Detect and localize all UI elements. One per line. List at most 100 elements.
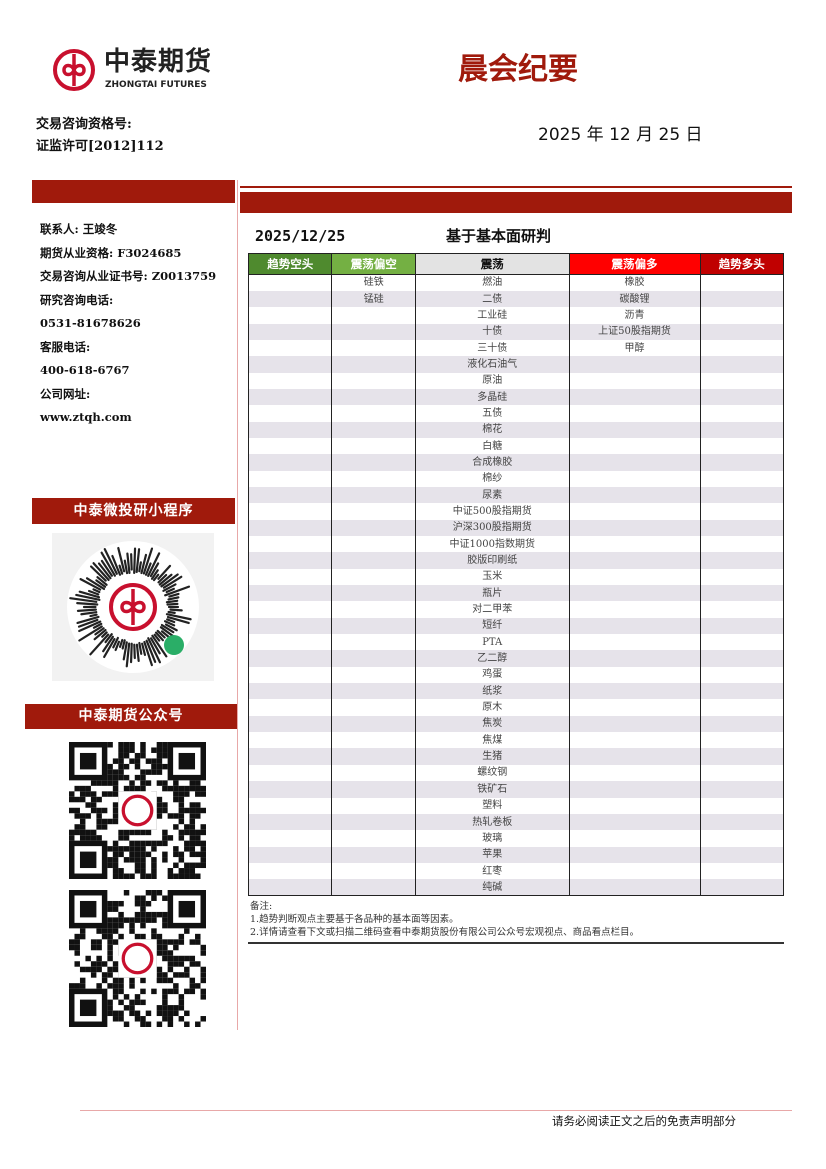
table-row: 热轧卷板 — [247, 813, 784, 831]
table-cell — [699, 699, 784, 716]
table-cell — [247, 862, 333, 880]
sidebar-header-bar — [32, 180, 235, 203]
table-cell — [247, 323, 333, 340]
qr-code-icon[interactable] — [68, 890, 207, 1027]
col-range: 震荡 — [414, 253, 570, 275]
table-cell — [331, 813, 416, 831]
table-cell — [699, 666, 784, 684]
table-row: 焦炭 — [247, 715, 784, 733]
table-cell: 工业硅 — [414, 307, 570, 324]
table-cell: 白糖 — [414, 437, 570, 455]
table-cell — [568, 846, 701, 863]
qualification-value: 证监许可[2012]112 — [36, 139, 164, 154]
table-row: 五债 — [247, 405, 784, 422]
table-row: 塑料 — [247, 797, 784, 814]
table-cell: 三十债 — [414, 339, 570, 357]
table-cell: 棉纱 — [414, 470, 570, 487]
table-cell: 胶版印刷纸 — [414, 552, 570, 569]
main-header-bar — [240, 192, 792, 213]
table-cell — [247, 830, 333, 847]
notes: 备注: 1.趋势判断观点主要基于各品种的基本面等因素。 2.详情请查看下文或扫描… — [250, 900, 639, 939]
table-cell — [699, 486, 784, 504]
table-cell — [699, 552, 784, 569]
table-cell — [568, 666, 701, 684]
table-cell: 鸡蛋 — [414, 666, 570, 684]
report-date: 2025 年 12 月 25 日 — [538, 125, 703, 145]
table-cell — [699, 585, 784, 602]
table-cell: 纸浆 — [414, 683, 570, 700]
table-cell — [247, 486, 333, 504]
table-cell: 五债 — [414, 405, 570, 422]
notes-rule — [248, 942, 784, 944]
table-row: 工业硅 沥青 — [247, 307, 784, 324]
table-cell — [247, 813, 333, 831]
table-cell — [247, 617, 333, 635]
table-cell — [699, 274, 784, 291]
table-cell — [568, 862, 701, 880]
table-cell — [331, 388, 416, 406]
table-cell: 多晶硅 — [414, 388, 570, 406]
table-cell — [247, 470, 333, 487]
qr-code-icon[interactable] — [68, 742, 207, 879]
table-cell — [568, 454, 701, 471]
table-row: 焦煤 — [247, 732, 784, 749]
table-cell: 塑料 — [414, 797, 570, 814]
table-row: 铁矿石 — [247, 781, 784, 798]
table-cell — [568, 650, 701, 667]
table-cell — [568, 421, 701, 438]
table-cell — [247, 290, 333, 308]
table-cell — [568, 503, 701, 520]
notes-heading: 备注: — [250, 901, 273, 912]
table-cell — [247, 879, 333, 897]
table-cell: 尿素 — [414, 486, 570, 504]
mini-program-qr-icon — [67, 541, 199, 673]
table-cell — [568, 486, 701, 504]
table-cell — [568, 683, 701, 700]
table-cell — [247, 846, 333, 863]
table-cell — [331, 454, 416, 471]
disclaimer-note: 请务必阅读正文之后的免责声明部分 — [552, 1114, 736, 1128]
table-cell — [247, 650, 333, 667]
table-cell — [247, 797, 333, 814]
table-cell — [331, 617, 416, 635]
table-cell: 焦炭 — [414, 715, 570, 733]
table-cell: 焦煤 — [414, 732, 570, 749]
footer-rule — [80, 1110, 792, 1111]
table-cell — [568, 470, 701, 487]
table-cell — [331, 372, 416, 389]
table-cell — [331, 356, 416, 373]
table-row: 短纤 — [247, 617, 784, 635]
note-item: 2.详情请查看下文或扫描二维码查看中泰期货股份有限公司公众号宏观视点、商品看点栏… — [250, 927, 640, 938]
table-cell: 瓶片 — [414, 585, 570, 602]
table-row: 棉纱 — [247, 470, 784, 487]
table-cell: 螺纹钢 — [414, 764, 570, 782]
table-cell — [247, 437, 333, 455]
table-cell — [699, 617, 784, 635]
table-cell: 生猪 — [414, 748, 570, 765]
table-row: 中证500股指期货 — [247, 503, 784, 520]
table-cell — [247, 388, 333, 406]
table-row: 液化石油气 — [247, 356, 784, 373]
table-cell — [699, 862, 784, 880]
mini-program-code[interactable] — [52, 533, 214, 681]
table-cell — [568, 372, 701, 389]
table-cell — [699, 650, 784, 667]
table-cell: 短纤 — [414, 617, 570, 635]
table-cell — [331, 536, 416, 553]
table-row: 乙二醇 — [247, 650, 784, 667]
table-cell: 原油 — [414, 372, 570, 389]
table-cell — [699, 437, 784, 455]
table-cell — [331, 830, 416, 847]
outlook-table: 趋势空头 震荡偏空 震荡 震荡偏多 趋势多头 硅铁 燃油 橡胶 锰硅 二债 碳酸锂 工业硅沥… — [247, 253, 784, 897]
contact-line: 0531-81678626 — [40, 316, 141, 330]
table-cell: 碳酸锂 — [568, 290, 701, 308]
table-cell — [331, 699, 416, 716]
table-row: 原油 — [247, 372, 784, 389]
table-cell — [699, 372, 784, 389]
table-row: 玉米 — [247, 568, 784, 586]
table-cell — [331, 585, 416, 602]
contact-line: 交易咨询从业证书号: Z0013759 — [40, 269, 217, 283]
table-cell — [331, 879, 416, 897]
qualification-label: 交易咨询资格号: — [36, 117, 132, 132]
table-cell — [699, 339, 784, 357]
